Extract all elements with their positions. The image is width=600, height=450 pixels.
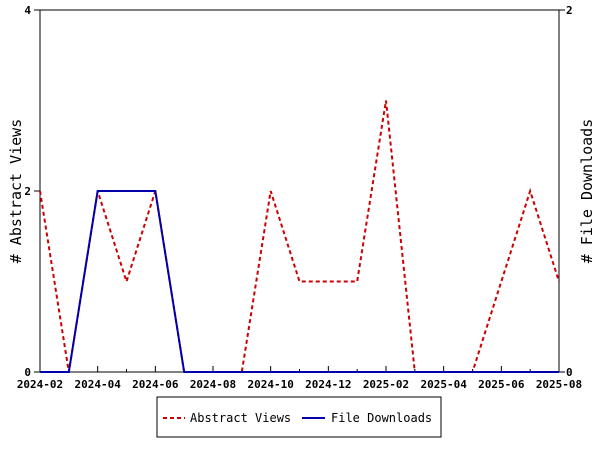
left-y-axis: 0 2 4 (24, 4, 40, 379)
x-tick-label-2024-02: 2024-02 (17, 378, 63, 391)
x-tick-label-2024-10: 2024-10 (247, 378, 293, 391)
right-y-axis: 0 2 (559, 4, 573, 379)
x-tick-label-2025-08: 2025-08 (536, 378, 582, 391)
x-tick-label-2024-06: 2024-06 (132, 378, 179, 391)
right-y-tick-label-2: 2 (566, 4, 573, 17)
left-y-axis-title: # Abstract Views (7, 119, 25, 264)
x-tick-label-2024-12: 2024-12 (305, 378, 351, 391)
x-axis: 2024-02 2024-04 2024-06 2024-08 2024-10 2024-… (17, 366, 582, 391)
right-y-axis-title: # File Downloads (578, 119, 596, 264)
left-y-tick-label-2: 2 (24, 185, 31, 198)
x-tick-label-2024-08: 2024-08 (190, 378, 236, 391)
x-tick-label-2025-02: 2025-02 (363, 378, 409, 391)
legend: Abstract Views File Downloads (156, 396, 442, 438)
series-layer (39, 100, 560, 373)
legend-label-abstract-views: Abstract Views (190, 411, 291, 425)
legend-box (156, 396, 442, 438)
left-y-tick-label-0: 0 (24, 366, 31, 379)
x-tick-label-2024-04: 2024-04 (74, 378, 121, 391)
x-tick-label-2025-06: 2025-06 (478, 378, 525, 391)
x-tick-label-2025-04: 2025-04 (420, 378, 467, 391)
right-y-tick-label-0: 0 (566, 366, 573, 379)
left-y-tick-label-4: 4 (24, 4, 31, 17)
legend-label-file-downloads: File Downloads (331, 411, 432, 425)
